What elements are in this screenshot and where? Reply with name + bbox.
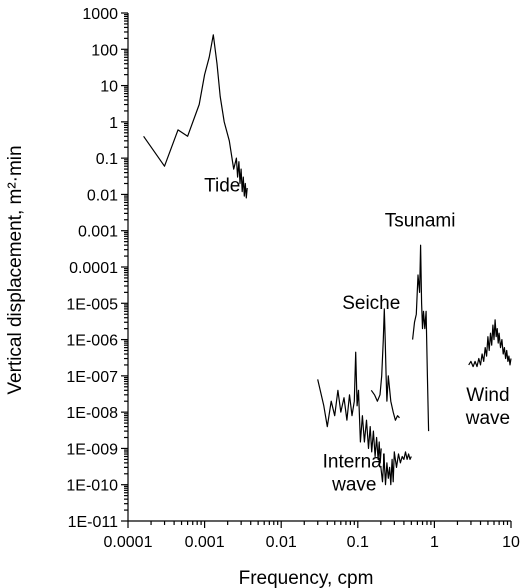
y-tick-label: 1 bbox=[109, 115, 118, 132]
x-tick-label: 0.001 bbox=[185, 534, 225, 551]
series-wind-wave-line bbox=[468, 319, 512, 368]
y-tick-label: 0.1 bbox=[96, 151, 118, 168]
y-tick-label: 0.0001 bbox=[69, 260, 118, 277]
series-tide-line bbox=[143, 34, 248, 199]
annotation-seiche: Seiche bbox=[342, 293, 400, 314]
y-tick-label: 100 bbox=[91, 42, 118, 59]
annotation-internal-wave: Internal wave bbox=[323, 451, 386, 495]
y-tick-label: 10 bbox=[100, 79, 118, 96]
x-tick-label: 0.1 bbox=[347, 534, 369, 551]
y-tick-label: 1E-011 bbox=[68, 514, 119, 531]
x-axis-title: Frequency, cpm bbox=[239, 568, 374, 588]
y-tick-label: 1E-005 bbox=[66, 296, 118, 313]
annotation-wind-wave: Wind wave bbox=[465, 385, 510, 429]
x-axis-ticks: 0.0001 0.001 0.01 0.1 1 10 bbox=[104, 521, 520, 551]
y-axis-ticks: 1000 100 10 1 0.1 0.01 0.001 0.0001 1E-005 1E-006… bbox=[66, 6, 128, 531]
annotations: Tide Tsunami Seiche Internal wave Wind wave bbox=[204, 176, 510, 496]
series-internal-wave-line bbox=[317, 351, 382, 464]
y-tick-label: 0.001 bbox=[78, 224, 118, 241]
series-tsunami-line bbox=[412, 244, 430, 432]
series-group bbox=[143, 34, 512, 486]
series-internal-wave-tail-line bbox=[380, 451, 412, 486]
y-tick-label: 1E-009 bbox=[66, 441, 118, 458]
y-tick-label: 1000 bbox=[82, 6, 118, 23]
y-axis-title: Vertical displacement, m²·min bbox=[5, 145, 26, 394]
y-tick-label: 1E-006 bbox=[66, 333, 118, 350]
series-seiche-line bbox=[370, 308, 400, 421]
annotation-tide: Tide bbox=[204, 176, 240, 197]
x-tick-label: 1 bbox=[430, 534, 439, 551]
y-tick-label: 0.01 bbox=[87, 187, 118, 204]
x-tick-label: 0.0001 bbox=[104, 534, 153, 551]
x-tick-label: 10 bbox=[502, 534, 520, 551]
x-tick-label: 0.01 bbox=[266, 534, 297, 551]
annotation-tsunami: Tsunami bbox=[385, 211, 456, 232]
y-tick-label: 1E-007 bbox=[66, 369, 118, 386]
y-tick-label: 1E-010 bbox=[66, 478, 118, 495]
y-tick-label: 1E-008 bbox=[66, 405, 118, 422]
axes bbox=[127, 13, 511, 522]
